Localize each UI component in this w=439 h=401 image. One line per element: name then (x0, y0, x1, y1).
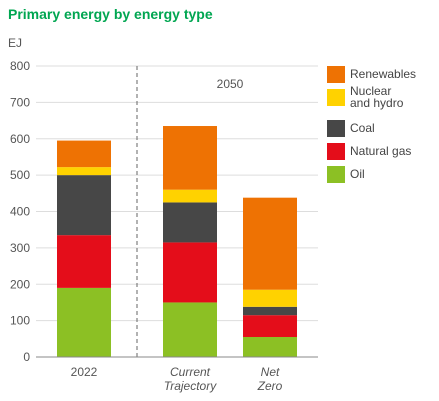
bar-segment (243, 289, 297, 307)
y-tick-label: 800 (10, 59, 30, 73)
bar-segment (243, 306, 297, 316)
x-tick-label: 2022 (71, 365, 98, 379)
bar-segment (243, 336, 297, 357)
bar-segment (163, 189, 217, 203)
bar-segment (57, 175, 111, 236)
legend: Renewables Nuclear and hydro Coal Natural ga… (327, 66, 416, 183)
y-tick-label: 500 (10, 168, 30, 182)
y-tick-label: 700 (10, 95, 30, 109)
legend-label: Oil (350, 167, 365, 181)
bar-segment (163, 202, 217, 243)
legend-swatch (327, 120, 345, 137)
y-tick-label: 200 (10, 277, 30, 291)
legend-label: Coal (350, 121, 375, 135)
legend-label: Renewables (350, 67, 416, 81)
bars (57, 126, 297, 357)
y-tick-label: 300 (10, 241, 30, 255)
group-label-2050: 2050 (217, 77, 244, 91)
legend-swatch (327, 89, 345, 106)
bar-segment (243, 197, 297, 290)
bar-segment (243, 315, 297, 337)
y-tick-label: 400 (10, 205, 30, 219)
x-tick-label: Current Trajectory (164, 365, 217, 393)
bar-segment (57, 235, 111, 288)
chart-title: Primary energy by energy type (8, 6, 213, 22)
x-tick-label: Net Zero (257, 365, 283, 393)
bar-segment (57, 140, 111, 168)
legend-label: Natural gas (350, 144, 411, 158)
x-axis-labels: 2022 Current Trajectory Net Zero (71, 365, 283, 393)
bar-segment (57, 167, 111, 176)
bar-segment (163, 242, 217, 303)
legend-swatch (327, 143, 345, 160)
y-tick-label: 0 (23, 350, 30, 364)
legend-label: Nuclear and hydro (350, 84, 404, 110)
legend-swatch (327, 66, 345, 83)
y-axis-ticks: 0 100 200 300 400 500 600 700 800 (10, 59, 30, 364)
bar-segment (57, 287, 111, 357)
y-tick-label: 100 (10, 314, 30, 328)
bar-segment (163, 302, 217, 357)
bar-segment (163, 126, 217, 190)
legend-swatch (327, 166, 345, 183)
y-axis-unit-label: EJ (8, 36, 22, 50)
y-tick-label: 600 (10, 132, 30, 146)
